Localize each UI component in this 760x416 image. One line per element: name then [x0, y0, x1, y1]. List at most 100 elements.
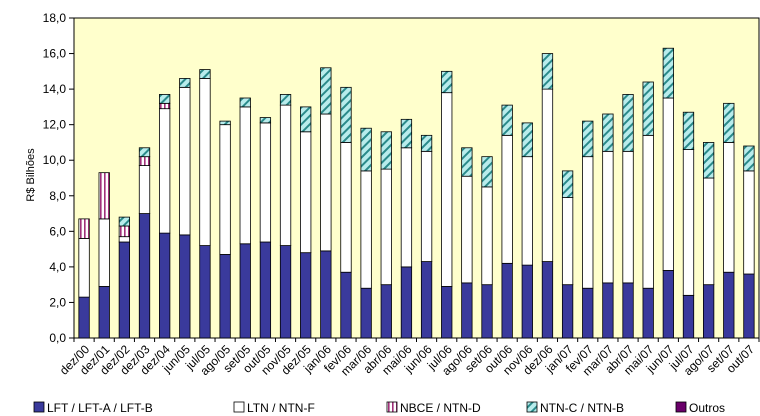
- legend: LFT / LFT-A / LFT-B LTN / NTN-F NBCE / NTN…: [33, 401, 725, 415]
- bar-segment-2: [561, 197, 574, 286]
- y-tick-label: 4,0: [49, 260, 66, 274]
- bar-segment-1: [98, 286, 110, 339]
- bar-segment-2: [501, 134, 513, 264]
- y-tick-label: 10,0: [43, 153, 67, 167]
- bar-segment-4: [420, 134, 433, 152]
- bar-segment-3: [159, 102, 171, 110]
- legend-swatch: [526, 401, 538, 413]
- legend-label: LTN / NTN-F: [247, 401, 315, 415]
- bar-segment-1: [743, 273, 755, 339]
- bar-segment-4: [441, 70, 453, 94]
- bar-segment-4: [642, 81, 654, 136]
- bar-segment-1: [622, 282, 634, 339]
- bar-segment-1: [159, 232, 171, 339]
- y-axis: 0,0 2,0 4,0 6,0 8,0 10,0 12,0 14,0 16,0 18,0: [43, 11, 74, 345]
- bar-segment-2: [642, 134, 654, 289]
- y-tick-label: 8,0: [49, 189, 66, 203]
- bar-segment-2: [441, 92, 453, 287]
- bar-segment-2: [340, 142, 352, 273]
- bar-segment-3: [118, 225, 131, 238]
- bar-segment-4: [521, 122, 533, 158]
- bar-segment-1: [199, 245, 211, 339]
- bar-segment-2: [300, 131, 312, 254]
- bar-segment-1: [138, 213, 151, 339]
- y-tick-label: 16,0: [43, 47, 67, 61]
- bar-segment-1: [300, 252, 312, 339]
- bar-segment-1: [279, 245, 292, 339]
- bar-segment-2: [360, 170, 372, 289]
- bar-segment-4: [118, 216, 131, 227]
- bar-segment-1: [179, 234, 191, 339]
- y-tick-label: 14,0: [43, 82, 67, 96]
- bar-segment-1: [521, 264, 533, 339]
- bar-segment-4: [602, 113, 614, 152]
- bar-segment-2: [239, 106, 251, 245]
- bar-segment-2: [622, 150, 634, 284]
- bars-group: [78, 47, 755, 339]
- bar-segment-2: [541, 88, 554, 262]
- bar-segment-2: [279, 104, 292, 246]
- bar-segment-2: [159, 108, 171, 234]
- bar-segment-2: [259, 122, 272, 243]
- x-axis: dez/00dez/01dez/02dez/03dez/04jun/05jul/…: [57, 338, 760, 379]
- y-tick-label: 18,0: [43, 11, 67, 25]
- bar-segment-1: [501, 262, 513, 339]
- bar-segment-1: [78, 296, 90, 339]
- bar-segment-1: [702, 284, 715, 339]
- bar-segment-3: [98, 172, 110, 220]
- bar-segment-1: [682, 294, 695, 339]
- bar-segment-2: [702, 177, 715, 286]
- legend-label: LFT / LFT-A / LFT-B: [47, 401, 153, 415]
- bar-segment-1: [541, 261, 554, 339]
- bar-segment-2: [380, 168, 392, 286]
- bar-segment-2: [118, 236, 131, 243]
- bar-segment-4: [481, 156, 493, 188]
- bar-segment-4: [743, 145, 755, 172]
- bar-segment-1: [662, 270, 674, 339]
- bar-segment-2: [98, 218, 110, 287]
- y-tick-label: 12,0: [43, 118, 67, 132]
- bar-segment-4: [199, 69, 211, 79]
- bar-segment-4: [461, 147, 473, 177]
- bar-segment-2: [461, 175, 473, 284]
- y-tick-label: 2,0: [49, 295, 66, 309]
- bar-segment-4: [138, 147, 151, 158]
- bar-segment-2: [602, 150, 614, 284]
- bar-segment-4: [320, 67, 332, 115]
- y-tick-label: 0,0: [49, 331, 66, 345]
- legend-label: NBCE / NTN-D: [400, 401, 481, 415]
- bar-segment-4: [239, 97, 251, 108]
- bar-segment-1: [400, 266, 413, 339]
- bar-segment-4: [279, 94, 292, 106]
- bar-segment-4: [702, 142, 715, 179]
- bar-segment-4: [682, 111, 695, 150]
- bar-segment-1: [723, 271, 735, 339]
- bar-segment-2: [78, 238, 90, 298]
- bar-segment-1: [239, 243, 251, 339]
- bar-segment-4: [259, 117, 272, 124]
- bar-segment-2: [179, 86, 191, 236]
- bar-segment-4: [400, 118, 413, 149]
- bar-segment-2: [481, 186, 493, 286]
- bar-segment-3: [138, 156, 151, 166]
- bar-segment-1: [380, 284, 392, 339]
- y-tick-label: 6,0: [49, 224, 66, 238]
- bar-segment-1: [340, 271, 352, 339]
- bar-segment-4: [179, 78, 191, 88]
- bar-segment-1: [259, 241, 272, 339]
- bar-segment-2: [138, 165, 151, 214]
- bar-segment-4: [501, 104, 513, 136]
- bar-segment-4: [380, 131, 392, 170]
- bar-segment-4: [622, 94, 634, 152]
- bar-segment-4: [219, 120, 231, 126]
- legend-swatch: [233, 401, 245, 413]
- bar-segment-2: [400, 147, 413, 268]
- bar-segment-1: [642, 287, 654, 339]
- bar-segment-1: [118, 241, 131, 339]
- legend-swatch: [386, 401, 398, 413]
- bar-segment-2: [723, 142, 735, 273]
- bar-segment-1: [360, 287, 372, 339]
- bar-segment-4: [300, 106, 312, 133]
- bar-segment-4: [582, 120, 594, 158]
